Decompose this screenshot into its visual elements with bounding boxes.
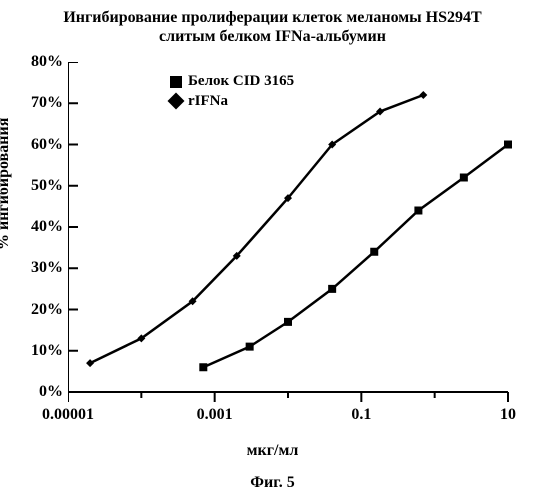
y-tick-label: 80%	[31, 53, 63, 71]
x-tick-label: 0.00001	[42, 406, 94, 424]
y-axis-label: % ингибирования	[0, 118, 13, 250]
y-tick-label: 30%	[31, 259, 63, 277]
y-tick-label: 20%	[31, 301, 63, 319]
x-tick-label: 0.1	[351, 406, 371, 424]
legend-label: Белок CID 3165	[188, 72, 294, 92]
chart-title: Ингибирование пролиферации клеток мелано…	[0, 8, 545, 46]
legend-item: rIFNa	[170, 92, 294, 112]
square-marker-icon	[170, 76, 182, 88]
chart-title-line1: Ингибирование пролиферации клеток мелано…	[63, 9, 481, 26]
y-tick-label: 70%	[31, 94, 63, 112]
legend-item: Белок CID 3165	[170, 72, 294, 92]
y-tick-label: 50%	[31, 177, 63, 195]
y-tick-label: 0%	[39, 383, 63, 401]
legend-label: rIFNa	[188, 92, 228, 112]
figure-label: Фиг. 5	[0, 474, 545, 492]
x-tick-label: 10	[500, 406, 516, 424]
x-tick-label: 0.001	[197, 406, 233, 424]
y-tick-label: 60%	[31, 136, 63, 154]
plot-area	[68, 62, 522, 406]
chart-container: Ингибирование пролиферации клеток мелано…	[0, 0, 545, 500]
x-axis-label: мкг/мл	[0, 442, 545, 460]
chart-title-line2: слитым белком IFNa-альбумин	[159, 28, 386, 45]
legend: Белок CID 3165rIFNa	[170, 72, 294, 111]
y-tick-label: 40%	[31, 218, 63, 236]
diamond-marker-icon	[168, 93, 185, 110]
y-tick-label: 10%	[31, 342, 63, 360]
